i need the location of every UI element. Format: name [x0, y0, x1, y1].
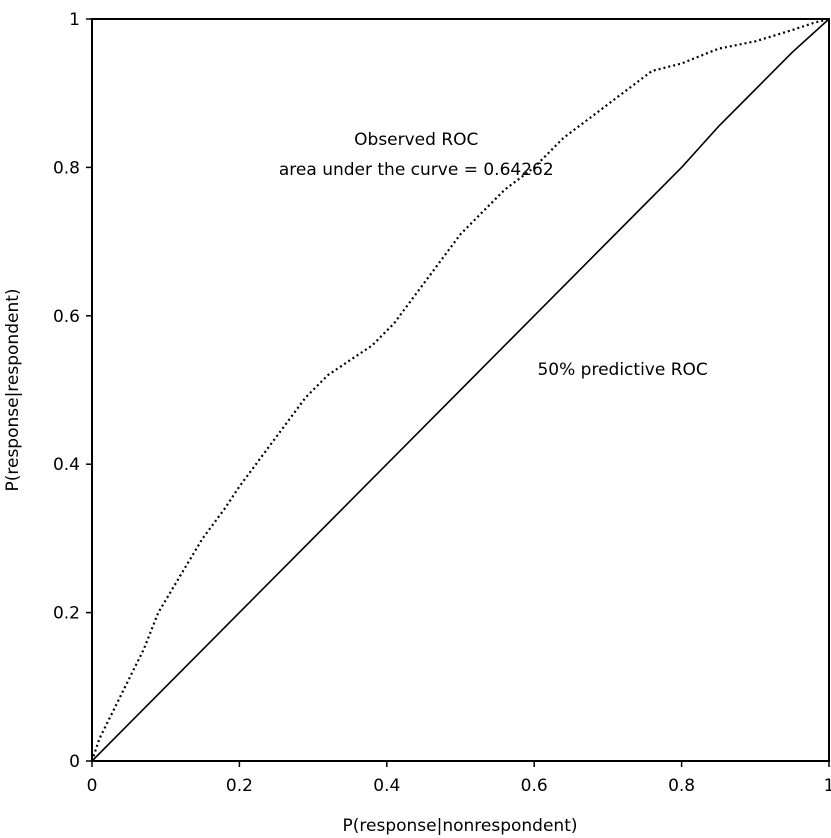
y-tick-label: 0 [69, 752, 80, 772]
annotation-text: area under the curve = 0.64262 [279, 160, 554, 180]
series-group [90, 17, 830, 762]
x-axis-ticks: 0 0.2 0.4 0.6 0.8 1 [87, 761, 831, 796]
y-tick-label: 0.2 [53, 604, 80, 624]
x-tick-label: 0.2 [226, 776, 253, 796]
x-axis-title: P(response|nonrespondent) [343, 816, 578, 836]
plot-frame [91, 18, 830, 762]
y-axis-title: P(response|respondent) [3, 288, 23, 491]
x-tick-label: 0.8 [668, 776, 695, 796]
annotations: Observed ROC area under the curve = 0.642… [279, 130, 708, 380]
x-tick-label: 0.4 [373, 776, 400, 796]
reference-roc-line [91, 18, 830, 762]
x-tick-label: 1 [824, 776, 831, 796]
y-tick-label: 1 [69, 10, 80, 30]
x-tick-label: 0 [87, 776, 98, 796]
y-axis-ticks: 0 0.2 0.4 0.6 0.8 1 [53, 10, 92, 772]
y-tick-label: 0.8 [53, 158, 80, 178]
annotation-text: 50% predictive ROC [537, 360, 707, 380]
y-tick-label: 0.4 [53, 455, 80, 475]
annotation-text: Observed ROC [354, 130, 478, 150]
y-tick-label: 0.6 [53, 307, 80, 327]
x-tick-label: 0.6 [521, 776, 548, 796]
